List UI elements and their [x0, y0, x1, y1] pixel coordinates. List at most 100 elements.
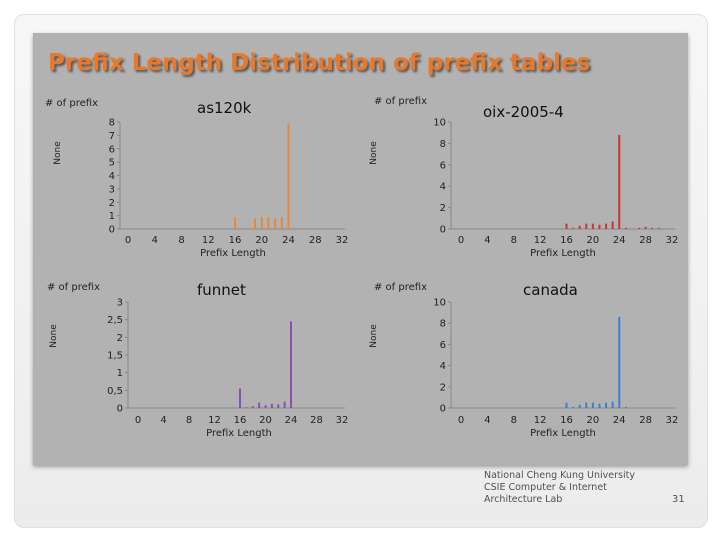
bar [283, 401, 286, 408]
bar [270, 403, 273, 408]
bar [644, 226, 647, 229]
y-tick-label: 10 [433, 118, 446, 129]
bar [611, 401, 614, 408]
bar [638, 227, 641, 229]
bar [585, 223, 588, 229]
x-tick-label: 28 [310, 415, 323, 426]
x-tick-label: 16 [560, 235, 573, 246]
bar [287, 123, 290, 229]
bar [251, 406, 254, 408]
x-tick-label: 0 [125, 235, 131, 246]
bar [245, 407, 248, 408]
x-axis-label: Prefix Length [206, 428, 272, 439]
y-tick-label: 1,5 [107, 351, 123, 362]
bar [264, 405, 267, 408]
y-axis-label: # of prefix [374, 96, 427, 107]
bar [605, 402, 608, 408]
x-tick-label: 4 [484, 415, 490, 426]
bar [254, 218, 257, 229]
y-tick-label: 2,5 [107, 315, 123, 326]
bar [234, 216, 236, 229]
y-tick-label: 2 [440, 382, 446, 393]
y-tick-label: 7 [109, 131, 115, 142]
y-tick-label: 0 [109, 225, 115, 236]
x-tick-label: 8 [186, 415, 192, 426]
x-tick-label: 0 [458, 415, 464, 426]
bar [260, 216, 263, 229]
x-tick-label: 20 [259, 415, 272, 426]
x-tick-label: 28 [639, 235, 652, 246]
y-tick-label: 4 [109, 171, 115, 182]
y-tick-label: 0 [117, 404, 123, 415]
x-tick-label: 8 [178, 235, 184, 246]
y-tick-label: 8 [440, 139, 446, 150]
credits-line-1: National Cheng Kung University [484, 470, 635, 481]
x-tick-label: 20 [255, 235, 268, 246]
x-tick-label: 0 [458, 235, 464, 246]
bar [618, 316, 621, 408]
credits: National Cheng Kung University CSIE Comp… [484, 470, 635, 506]
x-tick-label: 4 [160, 415, 166, 426]
bar [657, 227, 660, 229]
y-tick-label: 2 [109, 198, 115, 209]
y-axis-label: # of prefix [45, 98, 98, 109]
x-tick-label: 24 [613, 235, 626, 246]
y-tick-label: 1 [117, 368, 123, 379]
bar [651, 227, 654, 229]
bar [591, 223, 594, 229]
x-tick-label: 0 [135, 415, 141, 426]
bar [618, 134, 621, 229]
bar [239, 388, 241, 408]
chart-panel [33, 33, 688, 465]
x-tick-label: 32 [666, 235, 679, 246]
x-axis-label: Prefix Length [530, 428, 596, 439]
x-tick-label: 20 [587, 415, 600, 426]
bar [624, 406, 627, 408]
bar [247, 227, 250, 229]
x-tick-label: 12 [534, 235, 547, 246]
chart-title: canada [523, 281, 578, 299]
y-tick-label: 3 [109, 184, 115, 195]
x-tick-label: 12 [534, 415, 547, 426]
bar [624, 227, 627, 229]
bar [572, 406, 575, 408]
x-tick-label: 24 [282, 235, 295, 246]
bar [605, 223, 608, 229]
x-tick-label: 20 [587, 235, 600, 246]
x-tick-label: 16 [560, 415, 573, 426]
y-tick-label: 2 [440, 203, 446, 214]
y-tick-label: 6 [440, 160, 446, 171]
x-tick-label: 24 [613, 415, 626, 426]
y-tick-label: 6 [109, 144, 115, 155]
x-tick-label: 16 [229, 235, 242, 246]
bar [578, 225, 581, 229]
bar [572, 227, 575, 229]
y-axis-rotated-label: None [369, 141, 379, 165]
credits-line-3: Architecture Lab [484, 494, 563, 505]
y-axis-rotated-label: None [49, 324, 59, 348]
bar [565, 402, 568, 408]
y-tick-label: 0,5 [107, 386, 123, 397]
x-tick-label: 32 [336, 415, 349, 426]
y-tick-label: 6 [440, 340, 446, 351]
bar [591, 402, 594, 408]
bar [598, 224, 601, 229]
x-tick-label: 12 [208, 415, 221, 426]
bar [598, 403, 601, 408]
y-tick-label: 2 [117, 333, 123, 344]
y-tick-label: 5 [109, 158, 115, 169]
y-tick-label: 8 [109, 118, 115, 129]
x-axis-label: Prefix Length [530, 248, 596, 259]
chart-title: funnet [197, 281, 246, 299]
x-tick-label: 4 [484, 235, 490, 246]
x-axis-label: Prefix Length [200, 248, 266, 259]
x-tick-label: 32 [666, 415, 679, 426]
y-tick-label: 3 [117, 298, 123, 309]
y-tick-label: 4 [440, 182, 446, 193]
y-tick-label: 0 [440, 225, 446, 236]
bar [585, 402, 588, 408]
x-tick-label: 8 [511, 415, 517, 426]
